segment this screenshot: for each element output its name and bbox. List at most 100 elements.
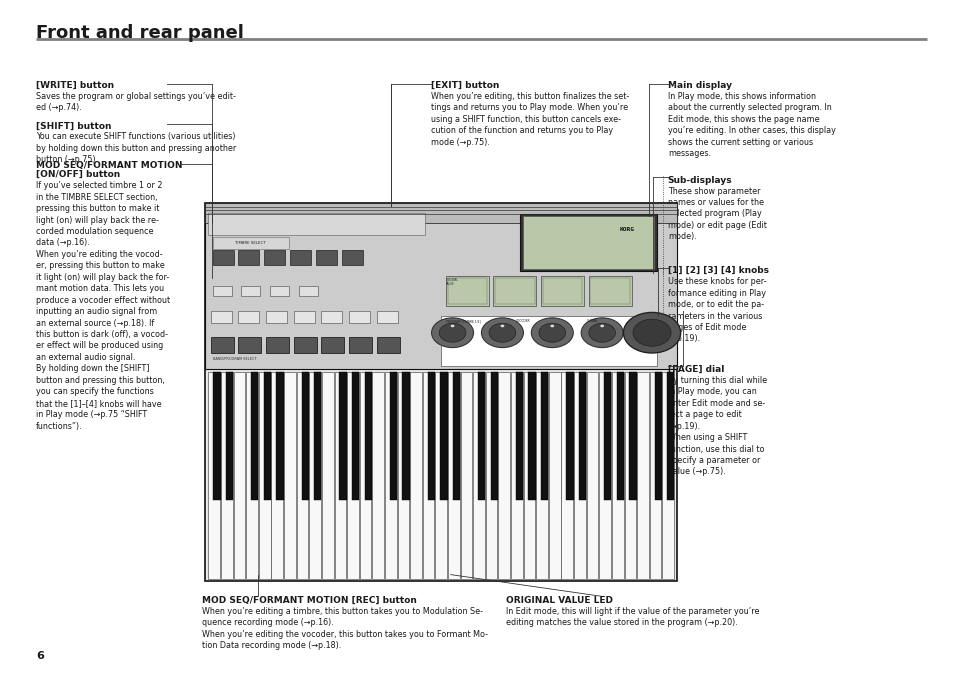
Bar <box>422 372 434 579</box>
Bar <box>493 276 536 306</box>
Bar <box>624 372 636 579</box>
Bar <box>266 311 287 323</box>
Bar <box>213 372 220 500</box>
Bar <box>490 372 497 500</box>
Bar <box>266 337 289 353</box>
Bar <box>574 372 585 579</box>
Text: [SHIFT] button: [SHIFT] button <box>36 122 112 130</box>
Bar <box>347 372 358 579</box>
Bar <box>485 372 497 579</box>
Bar <box>364 372 372 500</box>
Text: [ON/OFF] button: [ON/OFF] button <box>36 170 120 179</box>
Bar <box>301 372 309 500</box>
Bar <box>211 337 233 353</box>
Bar <box>402 372 409 500</box>
Bar <box>238 337 261 353</box>
Circle shape <box>538 323 565 342</box>
Text: Sub-displays: Sub-displays <box>667 176 732 185</box>
Bar <box>385 372 396 579</box>
Bar <box>566 372 573 500</box>
Bar <box>272 372 283 579</box>
Bar <box>578 372 585 500</box>
Bar <box>448 372 459 579</box>
Bar <box>649 372 660 579</box>
Bar <box>315 250 336 265</box>
Bar <box>427 372 435 500</box>
Bar <box>540 276 583 306</box>
Circle shape <box>632 319 670 346</box>
Bar <box>233 372 245 579</box>
Bar <box>588 276 631 306</box>
Bar <box>264 250 285 265</box>
Text: When you’re editing a timbre, this button takes you to Modulation Se-
quence rec: When you’re editing a timbre, this butto… <box>202 607 488 650</box>
Bar <box>213 286 232 295</box>
Circle shape <box>550 324 554 327</box>
Text: VOCODER: VOCODER <box>516 319 530 323</box>
Bar <box>372 372 384 579</box>
Bar <box>603 372 611 500</box>
Bar <box>497 372 510 579</box>
Circle shape <box>489 323 516 342</box>
Circle shape <box>588 323 615 342</box>
Text: BAND/PROGRAM SELECT: BAND/PROGRAM SELECT <box>213 357 256 361</box>
Text: KORG: KORG <box>618 227 634 232</box>
Bar <box>211 311 232 323</box>
Bar <box>263 372 271 500</box>
Text: In Edit mode, this will light if the value of the parameter you’re
editing match: In Edit mode, this will light if the val… <box>505 607 759 627</box>
Bar <box>213 237 289 249</box>
Bar <box>238 311 259 323</box>
Bar <box>238 250 259 265</box>
Text: Use these knobs for per-
formance editing in Play
mode, or to edit the pa-
ramet: Use these knobs for per- formance editin… <box>667 277 765 343</box>
Bar <box>349 337 372 353</box>
Text: Main display: Main display <box>667 81 731 90</box>
Bar <box>321 337 344 353</box>
Bar <box>440 316 656 366</box>
Bar <box>341 250 362 265</box>
Circle shape <box>580 318 622 347</box>
Bar <box>290 250 311 265</box>
Bar <box>445 276 488 306</box>
Bar <box>629 372 636 500</box>
Circle shape <box>431 318 473 347</box>
Bar <box>294 337 316 353</box>
Text: By turning this dial while
in Play mode, you can
enter Edit mode and se-
lect a : By turning this dial while in Play mode,… <box>667 376 766 477</box>
Bar <box>611 372 623 579</box>
Bar <box>528 372 536 500</box>
Bar <box>221 372 233 579</box>
Text: [WRITE] button: [WRITE] button <box>36 81 114 90</box>
Bar <box>296 372 308 579</box>
Bar <box>376 311 397 323</box>
Bar <box>397 372 409 579</box>
Bar <box>439 372 447 500</box>
Bar <box>495 278 534 304</box>
Bar <box>276 372 283 500</box>
Bar <box>598 372 610 579</box>
Text: [1] [2] [3] [4] knobs: [1] [2] [3] [4] knobs <box>667 266 768 275</box>
Bar <box>205 203 677 581</box>
Bar <box>294 311 314 323</box>
Text: In Play mode, this shows information
about the currently selected program. In
Ed: In Play mode, this shows information abo… <box>667 92 835 158</box>
Text: ORIGINAL
VALUE: ORIGINAL VALUE <box>445 278 458 287</box>
Bar <box>226 372 233 500</box>
Text: [EXIT] button: [EXIT] button <box>431 81 499 90</box>
Bar <box>205 203 677 223</box>
Bar <box>586 372 598 579</box>
Text: MOD SEQ/FORMANT MOTION [REC] button: MOD SEQ/FORMANT MOTION [REC] button <box>202 596 416 605</box>
Bar <box>548 372 560 579</box>
Bar <box>522 216 654 270</box>
Text: You can execute SHIFT functions (various utilities)
by holding down this button : You can execute SHIFT functions (various… <box>36 132 236 164</box>
Circle shape <box>450 324 454 327</box>
Bar <box>511 372 522 579</box>
Bar <box>208 372 220 579</box>
Bar <box>536 372 547 579</box>
Bar <box>540 372 548 500</box>
Bar <box>477 372 485 500</box>
Bar <box>246 372 257 579</box>
Bar <box>523 372 535 579</box>
Bar <box>390 372 396 500</box>
Bar <box>637 372 648 579</box>
Circle shape <box>531 318 573 347</box>
Bar <box>473 372 484 579</box>
Text: These show parameter
names or values for the
selected program (Play
mode) or edi: These show parameter names or values for… <box>667 187 766 241</box>
Text: Saves the program or global settings you’ve edit-
ed (→p.74).: Saves the program or global settings you… <box>36 92 236 112</box>
